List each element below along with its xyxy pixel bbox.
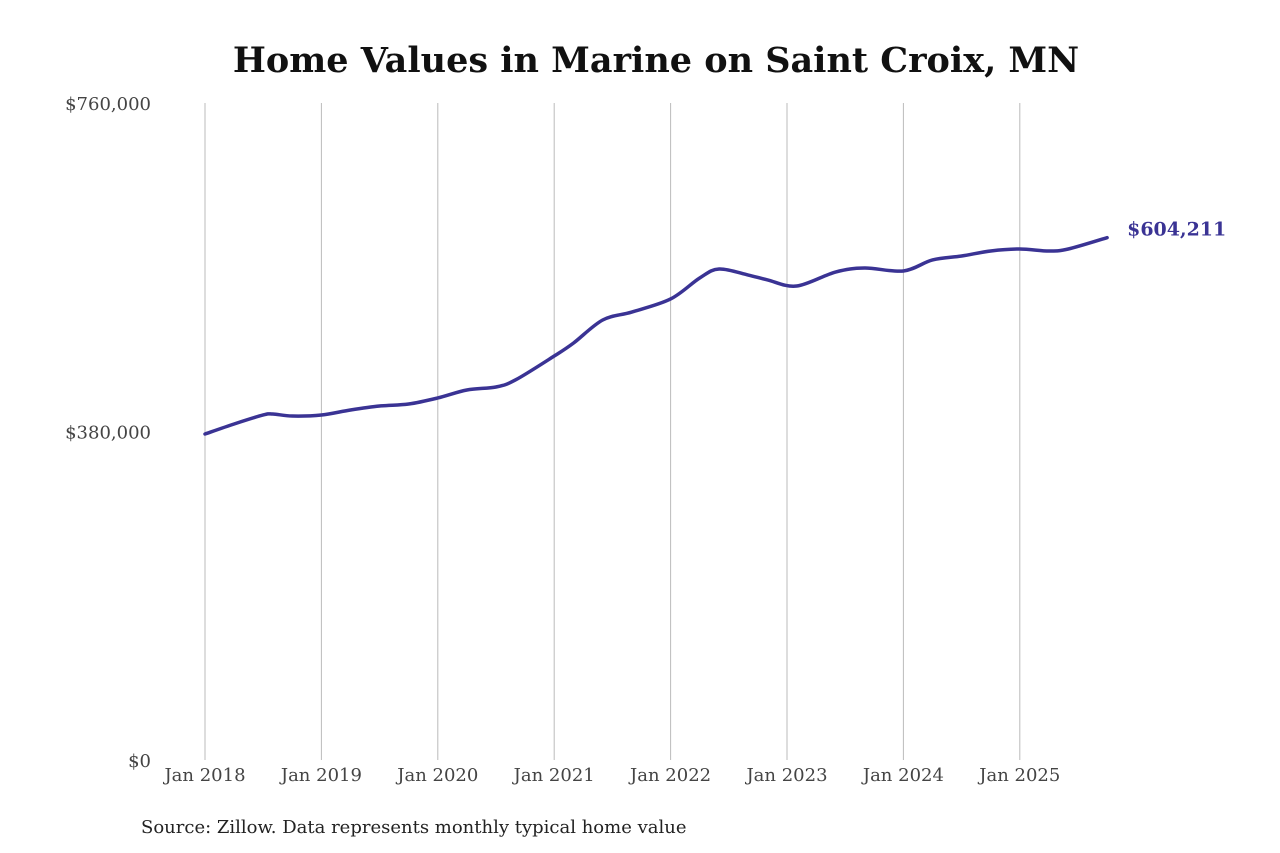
x-tick-label: Jan 2023 <box>744 765 827 786</box>
series-line <box>203 235 1109 436</box>
y-tick-label: $380,000 <box>65 423 151 444</box>
source-note: Source: Zillow. Data represents monthly … <box>141 817 687 838</box>
x-tick-label: Jan 2020 <box>395 765 478 786</box>
end-value-label: $604,211 <box>1127 219 1226 241</box>
y-tick-label: $0 <box>128 751 151 772</box>
y-tick-label: $760,000 <box>65 94 151 115</box>
x-tick-label: Jan 2019 <box>279 765 362 786</box>
chart-title: Home Values in Marine on Saint Croix, MN <box>232 40 1080 81</box>
x-tick-label: Jan 2021 <box>512 765 595 786</box>
x-tick-label: Jan 2018 <box>162 765 245 786</box>
x-tick-label: Jan 2022 <box>628 765 711 786</box>
x-tick-label: Jan 2024 <box>861 765 944 786</box>
x-tick-label: Jan 2025 <box>977 765 1060 786</box>
